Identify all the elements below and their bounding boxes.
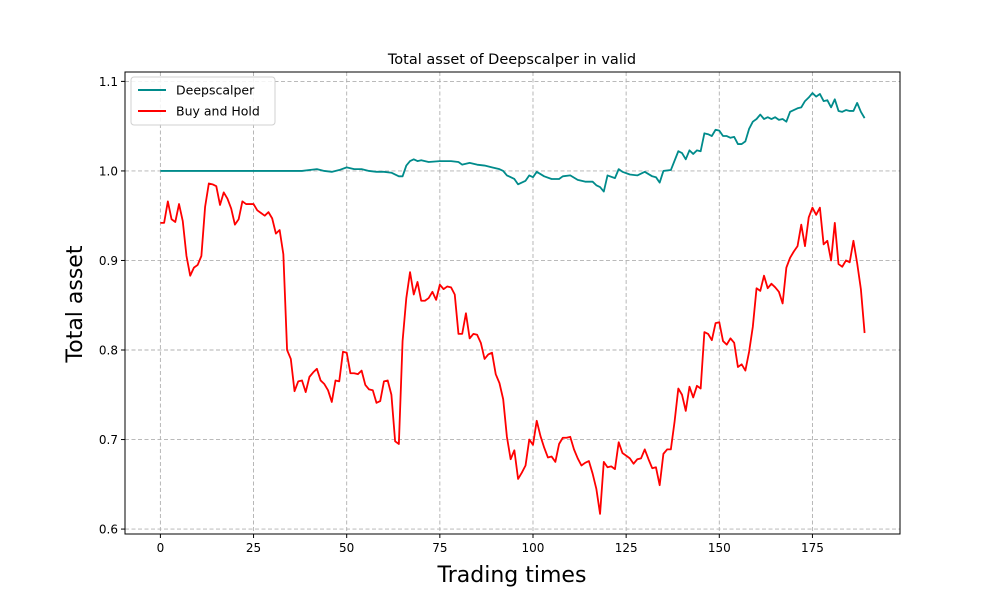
x-tick-label: 25 xyxy=(246,541,261,555)
y-tick-label: 0.8 xyxy=(99,344,118,358)
y-tick-label: 0.9 xyxy=(99,254,118,268)
series-lines xyxy=(160,92,866,515)
x-axis-ticks: 0 25 50 75 100 125 150 175 xyxy=(157,534,824,555)
chart-title: Total asset of Deepscalper in valid xyxy=(387,52,636,68)
legend-label-deepscalper: Deepscalper xyxy=(176,83,255,98)
x-tick-label: 150 xyxy=(708,541,731,555)
x-tick-label: 175 xyxy=(801,541,824,555)
y-tick-label: 1.0 xyxy=(99,164,118,178)
y-tick-label: 1.1 xyxy=(99,75,118,89)
y-tick-label: 0.6 xyxy=(99,523,118,537)
y-tick-label: 0.7 xyxy=(99,433,118,447)
legend: Deepscalper Buy and Hold xyxy=(130,76,276,126)
x-axis-title: Trading times xyxy=(437,563,587,588)
legend-box xyxy=(130,76,276,126)
y-axis-ticks: 0.6 0.7 0.8 0.9 1.0 1.1 xyxy=(99,75,125,537)
x-tick-label: 100 xyxy=(522,541,545,555)
x-tick-label: 75 xyxy=(432,541,447,555)
x-tick-label: 0 xyxy=(157,541,165,555)
series-line-deepscalper xyxy=(160,92,866,193)
legend-label-buy-and-hold: Buy and Hold xyxy=(176,104,260,119)
x-tick-label: 125 xyxy=(615,541,638,555)
grid xyxy=(125,72,900,534)
plot-frame xyxy=(124,71,901,535)
series-line-buy-and-hold xyxy=(160,182,866,515)
y-axis-title: Total asset xyxy=(63,245,88,363)
x-tick-label: 50 xyxy=(339,541,354,555)
